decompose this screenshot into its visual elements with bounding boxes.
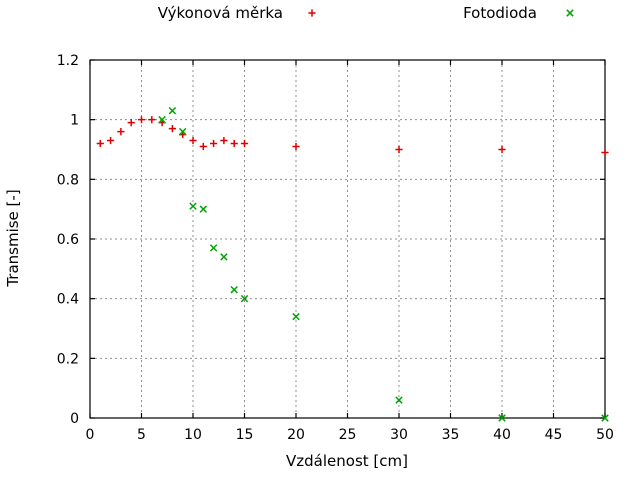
legend-marker-layer <box>308 9 574 17</box>
data-point-cross <box>168 106 177 115</box>
data-point-plus <box>230 139 238 148</box>
data-point-cross <box>209 244 218 252</box>
data-point-cross <box>189 202 197 210</box>
data-point-plus <box>220 136 228 145</box>
data-point-plus <box>117 128 125 136</box>
data-point-cross <box>498 414 506 422</box>
x-axis-label: Vzdálenost [cm] <box>286 452 408 470</box>
data-point-plus <box>210 139 218 148</box>
x-tick-label: 30 <box>390 427 408 443</box>
grid-layer <box>89 59 606 419</box>
x-tick-label: 50 <box>596 427 614 443</box>
tick-label-layer: 0 5 10 15 20 25 30 35 40 45 50 0 0.2 0.4 0.6 0.8 1 1.2 <box>57 53 614 443</box>
data-point-plus <box>137 116 146 124</box>
x-tick-label: 35 <box>442 427 460 443</box>
data-point-plus <box>168 125 176 133</box>
data-point-plus <box>395 145 403 154</box>
tick-layer <box>89 59 606 419</box>
data-point-plus <box>199 142 207 151</box>
data-point-plus <box>498 145 506 154</box>
legend-marker-cross <box>566 9 574 17</box>
data-point-cross <box>292 312 300 321</box>
data-point-plus <box>96 139 104 148</box>
legend-label-fotodioda: Fotodioda <box>463 4 537 22</box>
x-tick-label: 5 <box>137 427 146 443</box>
data-point-cross <box>158 115 166 124</box>
x-tick-label: 25 <box>339 427 357 443</box>
data-point-cross <box>240 294 249 303</box>
x-tick-label: 45 <box>545 427 563 443</box>
x-tick-label: 10 <box>184 427 202 443</box>
data-point-plus <box>107 136 115 145</box>
data-point-plus <box>148 116 156 124</box>
data-point-cross <box>178 127 187 136</box>
x-tick-label: 15 <box>236 427 254 443</box>
data-point-cross <box>395 396 403 404</box>
plot-border <box>89 59 606 419</box>
data-point-cross <box>601 414 609 422</box>
data-points-layer <box>96 106 609 422</box>
y-axis-label: Transmise [-] <box>4 189 22 287</box>
data-point-plus <box>292 142 300 151</box>
data-point-plus <box>189 136 197 145</box>
legend-marker-plus <box>308 9 316 17</box>
y-tick-label: 0.6 <box>57 232 79 248</box>
y-tick-label: 0.8 <box>57 172 79 188</box>
x-tick-label: 20 <box>287 427 305 443</box>
y-tick-label: 0.4 <box>57 292 79 308</box>
x-tick-label: 40 <box>493 427 511 443</box>
data-point-cross <box>199 205 208 213</box>
data-point-plus <box>240 139 249 148</box>
y-tick-label: 0.2 <box>57 351 79 367</box>
data-point-plus <box>601 148 609 157</box>
plot-border-layer <box>89 59 606 419</box>
legend-label-vykonova-merka: Výkonová měrka <box>158 4 283 22</box>
y-tick-label: 1 <box>70 113 79 129</box>
data-point-cross <box>230 285 238 294</box>
data-point-plus <box>127 119 135 127</box>
y-tick-label: 0 <box>70 411 79 427</box>
y-tick-label: 1.2 <box>57 53 79 69</box>
data-point-cross <box>220 253 228 261</box>
x-tick-label: 0 <box>86 427 95 443</box>
